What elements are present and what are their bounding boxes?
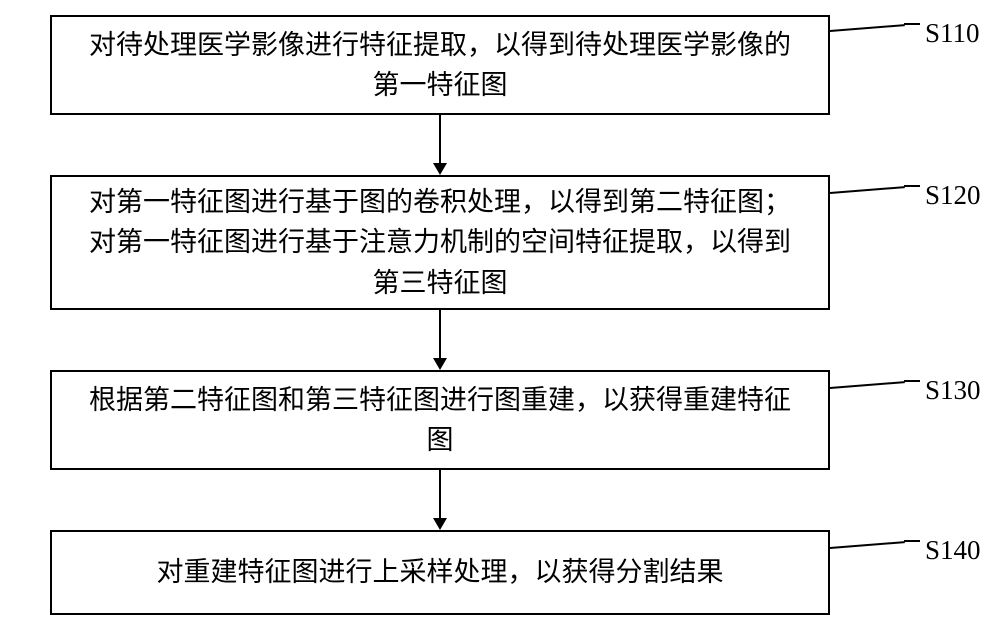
flow-edge-1	[439, 115, 441, 163]
flowchart-canvas: 对待处理医学影像进行特征提取，以得到待处理医学影像的第一特征图 S110 对第一…	[0, 0, 1000, 644]
flow-node-s130: 根据第二特征图和第三特征图进行图重建，以获得重建特征图	[50, 370, 830, 470]
leader-line-s140	[830, 541, 905, 549]
leader-line-s140-h	[904, 540, 920, 542]
leader-line-s130-h	[904, 380, 920, 382]
step-label-s130: S130	[925, 375, 981, 406]
flow-edge-3-arrow	[433, 518, 447, 530]
flow-node-s140-text: 对重建特征图进行上采样处理，以获得分割结果	[157, 552, 724, 593]
leader-line-s110-h	[904, 23, 920, 25]
step-label-s120: S120	[925, 180, 981, 211]
leader-line-s120	[830, 186, 905, 194]
flow-node-s110-text: 对待处理医学影像进行特征提取，以得到待处理医学影像的第一特征图	[82, 25, 798, 106]
flow-edge-2-arrow	[433, 358, 447, 370]
leader-line-s120-h	[904, 185, 920, 187]
flow-node-s120: 对第一特征图进行基于图的卷积处理，以得到第二特征图；对第一特征图进行基于注意力机…	[50, 175, 830, 310]
flow-edge-1-arrow	[433, 163, 447, 175]
flow-node-s130-text: 根据第二特征图和第三特征图进行图重建，以获得重建特征图	[82, 380, 798, 461]
step-label-s140: S140	[925, 535, 981, 566]
flow-node-s140: 对重建特征图进行上采样处理，以获得分割结果	[50, 530, 830, 615]
leader-line-s130	[830, 381, 905, 389]
flow-node-s110: 对待处理医学影像进行特征提取，以得到待处理医学影像的第一特征图	[50, 15, 830, 115]
step-label-s110: S110	[925, 18, 980, 49]
flow-edge-2	[439, 310, 441, 358]
flow-node-s120-text: 对第一特征图进行基于图的卷积处理，以得到第二特征图；对第一特征图进行基于注意力机…	[82, 182, 798, 304]
leader-line-s110	[830, 24, 905, 32]
flow-edge-3	[439, 470, 441, 518]
